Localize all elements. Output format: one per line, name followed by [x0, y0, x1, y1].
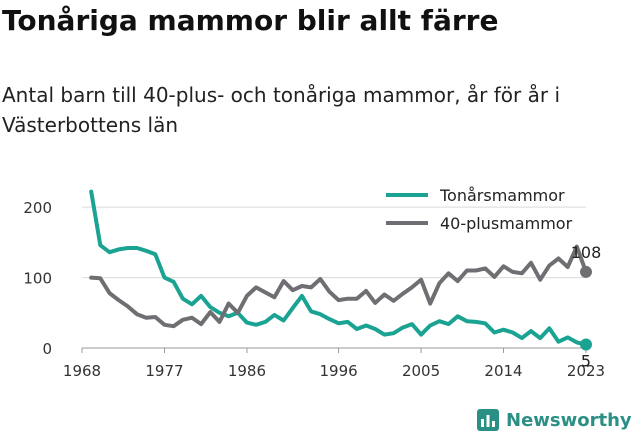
y-tick-label-200: 200 [23, 199, 52, 217]
end-point-40-plusmammor [580, 265, 592, 278]
x-tick-label-1996: 1996 [319, 362, 357, 380]
x-tick-label-2023: 2023 [567, 362, 605, 380]
newsworthy-logo-icon [477, 409, 499, 431]
chart-subtitle: Antal barn till 40-plus- och tonåriga ma… [2, 83, 561, 137]
end-label-tonarsmammor: 5 [581, 351, 591, 370]
line-chart: 0 100 200 1968 1977 1986 1996 2005 2014 2023 108 5 T… [23, 186, 605, 380]
end-label-40-plusmammor: 108 [571, 243, 602, 262]
y-tick-label-0: 0 [42, 340, 52, 358]
x-tick-label-1986: 1986 [228, 362, 266, 380]
series-line-tonarsmammor [89, 189, 588, 347]
series-line-40-plusmammor [89, 244, 588, 329]
x-tick-label-1977: 1977 [145, 362, 183, 380]
x-tick-label-1968: 1968 [63, 362, 101, 380]
chart-title: Tonåriga mammor blir allt färre [2, 4, 499, 37]
legend-label-40-plusmammor: 40-plusmammor [440, 214, 573, 233]
x-tick-label-2005: 2005 [402, 362, 440, 380]
newsworthy-brand: Newsworthy [476, 408, 631, 432]
brand-name: Newsworthy [506, 409, 631, 431]
end-point-tonarsmammor [580, 338, 592, 351]
y-tick-label-100: 100 [23, 270, 52, 288]
legend-label-tonarsmammor: Tonårsmammor [439, 186, 565, 205]
x-tick-label-2014: 2014 [484, 362, 522, 380]
